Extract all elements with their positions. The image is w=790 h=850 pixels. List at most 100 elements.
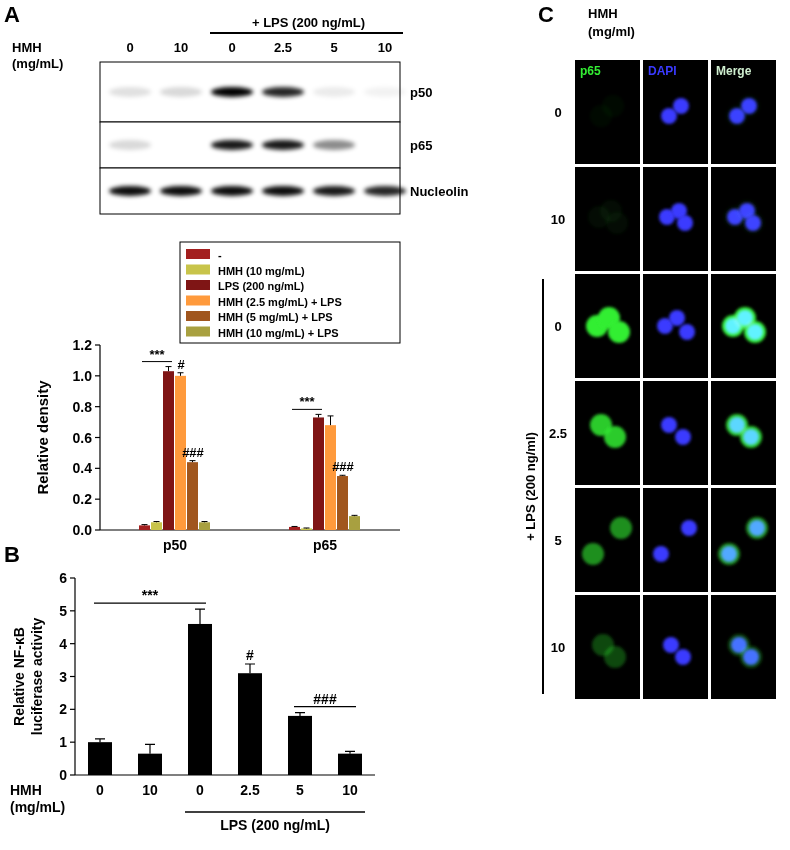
p65-stain (718, 543, 740, 565)
legend-swatch (186, 296, 210, 306)
image-panel (575, 595, 640, 699)
nucleus (681, 520, 697, 536)
bar (288, 716, 312, 775)
bar (301, 528, 312, 530)
y-tick (95, 344, 100, 345)
cells (722, 307, 766, 343)
x-tick-label: 0 (196, 782, 204, 798)
y-tick-label: 6 (59, 570, 67, 586)
bar (163, 371, 174, 530)
significance: ### (332, 459, 354, 474)
error-bar (154, 521, 160, 523)
significance: ### (182, 445, 204, 460)
blot-band (262, 186, 304, 196)
x-row-label-line: HMH (10, 782, 42, 798)
legend-swatch (186, 265, 210, 275)
y-axis-title: Relative NF-κBluciferase activity (11, 618, 45, 736)
error-bar (328, 416, 334, 425)
blot-band (211, 140, 253, 150)
error-bar (95, 739, 105, 742)
y-tick-label: 0.0 (73, 522, 93, 538)
image-panel (711, 167, 776, 271)
y-tick-label: 1 (59, 734, 67, 750)
cells (582, 517, 632, 565)
y-tick (70, 610, 75, 611)
significance: *** (299, 394, 315, 409)
error-bar (178, 373, 184, 376)
y-tick-label: 0.2 (73, 491, 93, 507)
blot-band (364, 140, 406, 150)
image-panel (711, 488, 776, 592)
error-bar (304, 527, 310, 528)
bar (187, 462, 198, 530)
y-tick (70, 742, 75, 743)
y-tick-label: 2 (59, 701, 67, 717)
cells (588, 200, 628, 234)
x-tick-label: 0 (96, 782, 104, 798)
lane-label: 5 (330, 40, 337, 55)
bar (325, 425, 336, 530)
y-tick-label: 0.4 (73, 460, 93, 476)
legend-label: LPS (200 ng/mL) (218, 280, 305, 292)
nucleus (653, 546, 669, 562)
p65-stain (582, 543, 604, 565)
blot-band (160, 87, 202, 97)
legend-swatch (186, 280, 210, 290)
bar (138, 754, 162, 775)
cells (661, 98, 689, 124)
blot-band (211, 186, 253, 196)
row-label: 10 (551, 212, 565, 227)
legend-label: HMH (10 mg/mL) + LPS (218, 327, 339, 339)
channel-label: DAPI (648, 64, 677, 78)
x-tick-label: 5 (296, 782, 304, 798)
y-tick (95, 499, 100, 500)
nucleus (661, 417, 677, 433)
y-tick (95, 529, 100, 530)
row-label: 2.5 (549, 426, 567, 441)
y-tick-label: 5 (59, 603, 67, 619)
nucleus (677, 215, 693, 231)
panel-letter: B (4, 542, 20, 567)
blot-band (109, 140, 151, 150)
band-label: p65 (410, 138, 432, 153)
bar (88, 742, 112, 775)
lane-label: 2.5 (274, 40, 292, 55)
lane-label: 0 (126, 40, 133, 55)
bars (88, 609, 362, 775)
legend-label: HMH (5 mg/mL) + LPS (218, 311, 333, 323)
row-label: 0 (554, 319, 561, 334)
cells (724, 200, 764, 234)
y-tick-label: 0 (59, 767, 67, 783)
image-panel (711, 60, 776, 164)
x-tick-label: 2.5 (240, 782, 260, 798)
p65-stain (746, 517, 768, 539)
p65-stain (742, 212, 764, 234)
channel-label: Merge (716, 64, 752, 78)
nucleus (669, 310, 685, 326)
image-panel (711, 381, 776, 485)
error-bar (202, 521, 208, 523)
x-axis (75, 774, 375, 775)
p65-stain (606, 212, 628, 234)
bar (199, 522, 210, 530)
band-label: Nucleolin (410, 184, 469, 199)
y-axis-title: Relative density (34, 380, 51, 495)
nucleus (675, 429, 691, 445)
p65-stain (602, 95, 624, 117)
cells (718, 517, 768, 565)
p65-stain (740, 426, 762, 448)
error-bar (340, 475, 346, 477)
panel-letter: C (538, 2, 554, 27)
y-tick (70, 709, 75, 710)
row-label: HMH(mg/mL) (12, 40, 63, 71)
image-panel (643, 595, 708, 699)
blot-band (109, 186, 151, 196)
image-panel (711, 274, 776, 378)
y-axis (99, 345, 100, 530)
p65-stain (744, 321, 766, 343)
figure: AHMH(mg/mL)01002.5510+ LPS (200 ng/mL)p5… (0, 0, 790, 850)
band-label: p50 (410, 85, 432, 100)
image-panel (643, 274, 708, 378)
image-panel (643, 60, 708, 164)
lane-label: 10 (174, 40, 188, 55)
